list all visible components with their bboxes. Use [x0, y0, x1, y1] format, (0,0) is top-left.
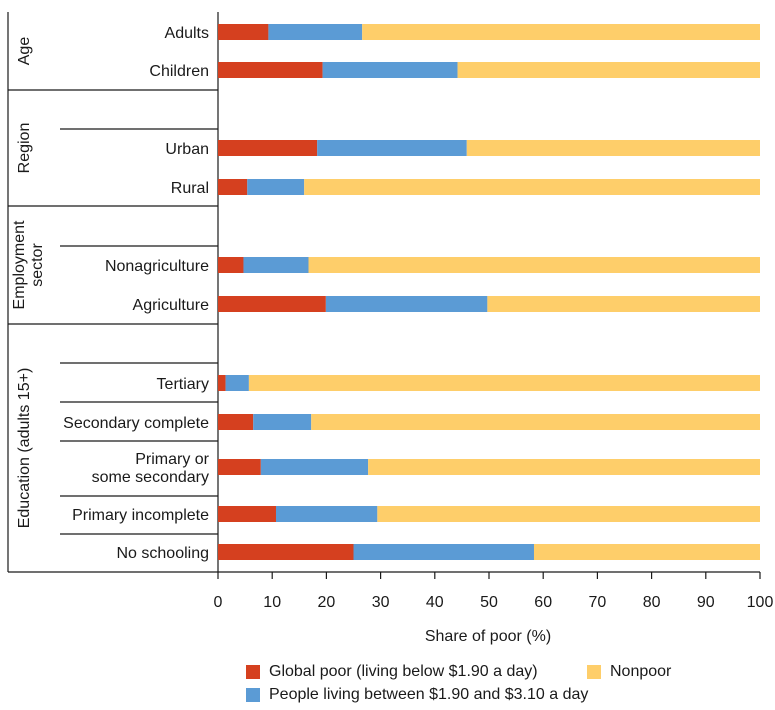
bar-nonpoor-adults: [362, 24, 760, 40]
category-label-rural: Rural: [171, 180, 209, 197]
x-tick-label-90: 90: [697, 594, 715, 611]
category-label-adults: Adults: [165, 25, 209, 42]
category-label-children: Children: [149, 63, 209, 80]
bar-between-primary-incomplete: [275, 506, 378, 522]
x-tick-label-70: 70: [589, 594, 607, 611]
category-label-agriculture: Agriculture: [133, 297, 210, 314]
bar-nonpoor-primary-incomplete: [377, 506, 760, 522]
bar-between-primary-or-some-secondary: [260, 459, 369, 475]
bar-global-poor-urban: [218, 140, 318, 156]
legend-label-global-poor: Global poor (living below $1.90 a day): [269, 663, 538, 680]
group-label-age: Age: [16, 37, 33, 66]
category-label-primary-incomplete: Primary incomplete: [72, 507, 209, 524]
legend-item-between: People living between $1.90 and $3.10 a …: [246, 686, 588, 704]
bar-nonpoor-agriculture: [487, 296, 760, 312]
bar-global-poor-agriculture: [218, 296, 326, 312]
category-label-no-schooling: No schooling: [117, 545, 210, 562]
x-tick-label-80: 80: [643, 594, 661, 611]
bar-between-urban: [317, 140, 467, 156]
x-tick-label-30: 30: [372, 594, 390, 611]
legend-item-global-poor: Global poor (living below $1.90 a day): [246, 663, 538, 681]
legend-swatch-nonpoor: [587, 665, 601, 679]
bar-between-children: [322, 62, 458, 78]
bar-between-tertiary: [225, 375, 249, 391]
bar-global-poor-primary-incomplete: [218, 506, 276, 522]
category-label-tertiary: Tertiary: [157, 376, 209, 393]
bar-nonpoor-rural: [304, 179, 760, 195]
x-tick-label-100: 100: [747, 594, 774, 611]
group-label-education-adults-15: Education (adults 15+): [16, 368, 33, 529]
x-tick-label-60: 60: [534, 594, 552, 611]
bar-global-poor-no-schooling: [218, 544, 354, 560]
category-label-primary-or-some-secondary: Primary or some secondary: [92, 451, 210, 486]
x-tick-label-20: 20: [318, 594, 336, 611]
legend-item-nonpoor: Nonpoor: [587, 663, 671, 681]
bar-global-poor-children: [218, 62, 323, 78]
category-label-secondary-complete: Secondary complete: [63, 415, 209, 432]
x-tick-label-50: 50: [480, 594, 498, 611]
bar-global-poor-secondary-complete: [218, 414, 254, 430]
x-tick-label-0: 0: [214, 594, 223, 611]
x-tick-label-10: 10: [263, 594, 281, 611]
bar-global-poor-tertiary: [218, 375, 226, 391]
legend-swatch-global-poor: [246, 665, 260, 679]
legend-label-between: People living between $1.90 and $3.10 a …: [269, 686, 589, 703]
chart-frame: [7, 12, 760, 573]
x-tick-label-40: 40: [426, 594, 444, 611]
group-label-employment-sector: Employmentsector: [11, 220, 46, 309]
bar-nonpoor-children: [457, 62, 760, 78]
bar-global-poor-nonagriculture: [218, 257, 244, 273]
bar-global-poor-primary-or-some-secondary: [218, 459, 261, 475]
bar-global-poor-rural: [218, 179, 248, 195]
legend-swatch-between: [246, 688, 260, 702]
category-label-urban: Urban: [165, 141, 209, 158]
bar-nonpoor-tertiary: [248, 375, 760, 391]
bar-between-nonagriculture: [243, 257, 309, 273]
bar-nonpoor-urban: [466, 140, 760, 156]
bar-nonpoor-nonagriculture: [308, 257, 760, 273]
x-axis: 0 10 20 30 40 50 60 70 80 90 100: [214, 572, 774, 611]
bar-global-poor-adults: [218, 24, 269, 40]
bar-between-adults: [268, 24, 363, 40]
bar-nonpoor-secondary-complete: [311, 414, 760, 430]
bar-between-secondary-complete: [253, 414, 312, 430]
group-label-region: Region: [16, 123, 33, 174]
bar-between-rural: [247, 179, 305, 195]
bar-nonpoor-primary-or-some-secondary: [368, 459, 760, 475]
x-axis-title: Share of poor (%): [425, 628, 551, 645]
bars: [218, 24, 760, 560]
group-labels: Age Region Employmentsector Education (adul…: [11, 37, 46, 529]
bar-between-no-schooling: [353, 544, 534, 560]
bar-nonpoor-no-schooling: [533, 544, 760, 560]
category-labels: Adults Children Urban Rural Nonagriculture Ag…: [63, 25, 210, 562]
category-label-nonagriculture: Nonagriculture: [105, 258, 209, 275]
legend-label-nonpoor: Nonpoor: [610, 663, 672, 680]
bar-between-agriculture: [325, 296, 488, 312]
